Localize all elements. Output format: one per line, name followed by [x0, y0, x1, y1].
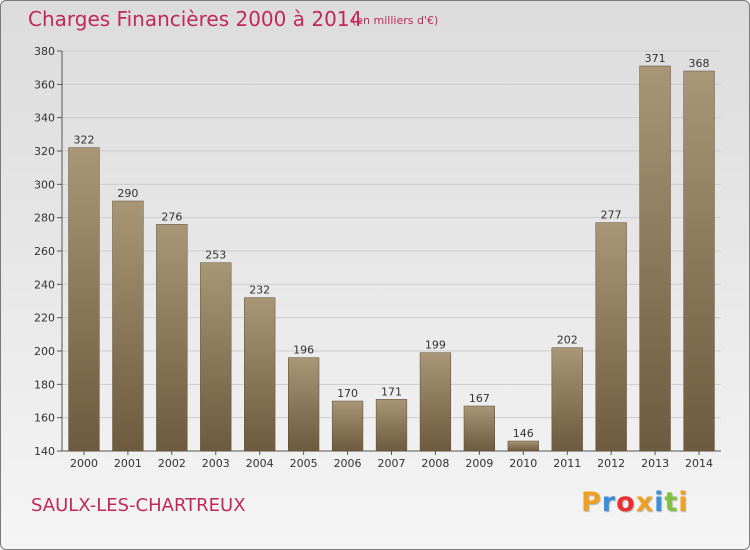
logo-letter: t [664, 487, 679, 518]
y-tick-label: 280 [34, 212, 55, 225]
x-tick-label: 2002 [158, 457, 186, 470]
logo-letter: i [678, 487, 689, 518]
bar [551, 347, 583, 452]
bar [639, 65, 671, 452]
logo-letter: P [581, 487, 602, 518]
x-tick-label: 2008 [421, 457, 449, 470]
bar [244, 297, 276, 452]
bar-value-label: 196 [293, 344, 314, 357]
x-tick-label: 2000 [70, 457, 98, 470]
bar-value-label: 276 [161, 210, 182, 223]
bar [112, 200, 144, 452]
x-tick-label: 2011 [553, 457, 581, 470]
bar-value-label: 277 [601, 209, 622, 222]
bar [288, 357, 320, 452]
chart-title: Charges Financières 2000 à 2014 [28, 7, 363, 31]
bar-value-label: 170 [337, 387, 358, 400]
bar-value-label: 290 [117, 187, 138, 200]
x-tick-label: 2007 [378, 457, 406, 470]
y-tick-label: 160 [34, 412, 55, 425]
bar [68, 147, 100, 452]
y-tick-label: 260 [34, 245, 55, 258]
bar-value-label: 322 [73, 134, 94, 147]
y-tick-label: 300 [34, 178, 55, 191]
bar-value-label: 202 [557, 334, 578, 347]
commune-name: SAULX-LES-CHARTREUX [31, 495, 246, 516]
bar-value-label: 368 [689, 57, 710, 70]
x-tick-label: 2003 [202, 457, 230, 470]
y-tick-label: 380 [34, 45, 55, 58]
bar [375, 399, 408, 452]
bar-value-label: 146 [513, 427, 534, 440]
y-tick-label: 220 [34, 312, 55, 325]
y-tick-label: 200 [34, 345, 55, 358]
labels: 140 160 180 200 220 240 260 280 300 320 340 360 380 3… [34, 45, 713, 470]
bar [507, 440, 539, 452]
chart-subtitle: (en milliers d'€) [352, 14, 439, 27]
logo-letter: x [635, 487, 655, 518]
bar-value-label: 371 [645, 52, 666, 65]
bars [68, 65, 715, 452]
bar [595, 222, 627, 452]
bar [419, 352, 452, 452]
x-tick-label: 2010 [509, 457, 537, 470]
logo-letter: i [654, 487, 665, 518]
bar [463, 405, 495, 452]
x-tick-label: 2009 [465, 457, 493, 470]
x-tick-label: 2012 [597, 457, 625, 470]
logo-letter: o [616, 487, 636, 518]
bar-value-label: 199 [425, 339, 446, 352]
bar [683, 70, 715, 452]
y-tick-label: 320 [34, 145, 55, 158]
bar-value-label: 253 [205, 249, 226, 262]
bar-value-label: 167 [469, 392, 490, 405]
bar-value-label: 171 [381, 385, 402, 398]
y-tick-label: 340 [34, 112, 55, 125]
x-tick-label: 2006 [334, 457, 362, 470]
x-tick-label: 2005 [290, 457, 318, 470]
y-tick-label: 240 [34, 278, 55, 291]
x-tick-label: 2004 [246, 457, 274, 470]
bar [200, 262, 232, 452]
x-tick-label: 2001 [114, 457, 142, 470]
y-tick-label: 360 [34, 78, 55, 91]
logo-letter: r [601, 487, 617, 518]
bar [156, 224, 188, 452]
y-tick-label: 140 [34, 445, 55, 458]
y-tick-label: 180 [34, 378, 55, 391]
x-tick-label: 2013 [641, 457, 669, 470]
x-tick-label: 2014 [685, 457, 713, 470]
bar-value-label: 232 [249, 284, 270, 297]
bar [331, 400, 364, 452]
proxiti-logo[interactable]: Proxiti [581, 487, 689, 518]
